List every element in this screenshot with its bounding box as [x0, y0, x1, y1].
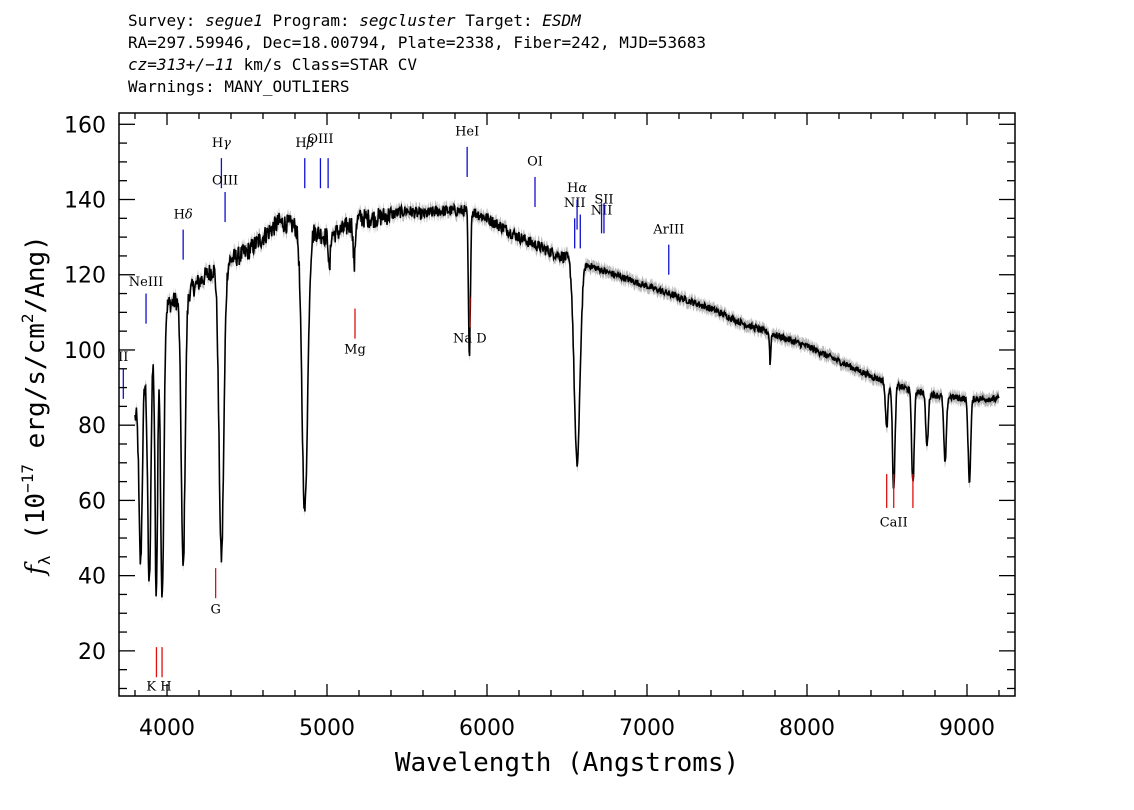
absorption-line-label: G — [210, 602, 220, 617]
survey-label: Survey: — [128, 11, 196, 30]
emission-line-label: OIII — [212, 173, 238, 188]
x-tick-label: 5000 — [299, 716, 355, 741]
emission-line-label: NII — [591, 204, 613, 219]
y-tick-label: 60 — [78, 489, 106, 514]
axis-tick-labels: 4000 5000 6000 7000 8000 9000 20 40 60 80 100 120 14… — [64, 113, 995, 741]
emission-line-label: Hβ — [295, 136, 314, 151]
line-markers: HγOIIIHδHβOIIIHeIOINIIHαNIISIIArIIINeIII… — [118, 125, 914, 694]
spectrum-line — [134, 202, 1000, 598]
emission-line-label: NeIII — [129, 275, 163, 290]
coordinates-line: RA=297.59946, Dec=18.00794, Plate=2338, … — [128, 33, 706, 52]
redshift-line: cz=313+/−11 km/s Class=STAR CV — [128, 54, 706, 76]
x-tick-label: 7000 — [619, 716, 675, 741]
warnings-line: Warnings: MANY_OUTLIERS — [128, 77, 350, 96]
emission-line-label: SII — [594, 192, 613, 207]
survey-line: Survey: segue1 Program: segcluster Targe… — [128, 10, 706, 32]
absorption-line-label: K H — [146, 679, 171, 694]
x-tick-label: 4000 — [139, 716, 195, 741]
class-text: km/s Class=STAR CV — [233, 55, 417, 74]
emission-line-label: OI — [527, 155, 543, 170]
y-tick-label: 140 — [64, 189, 106, 214]
spectrum-series — [134, 202, 1000, 598]
program-value: segcluster — [359, 11, 456, 30]
y-axis-title: fλ (10−17 erg/s/cm2/Ang) — [18, 235, 54, 577]
y-tick-label: 20 — [78, 640, 106, 665]
target-label: Target: — [465, 11, 533, 30]
spectrum-header: Survey: segue1 Program: segcluster Targe… — [128, 10, 706, 98]
emission-line-label: NII — [564, 196, 586, 211]
y-tick-label: 100 — [64, 339, 106, 364]
y-tick-label: 120 — [64, 264, 106, 289]
emission-line-label: II — [118, 350, 128, 365]
x-tick-label: 9000 — [939, 716, 995, 741]
plot-frame — [118, 112, 1016, 697]
error-band — [135, 199, 999, 604]
emission-line-label: Hδ — [174, 207, 193, 222]
y-tick-label: 80 — [78, 414, 106, 439]
absorption-line-label: CaII — [880, 516, 908, 531]
x-axis-title: Wavelength (Angstroms) — [395, 748, 739, 778]
absorption-line-label: Na D — [453, 331, 487, 346]
redshift-value: cz=313+/−11 — [128, 55, 234, 74]
absorption-line-label: Mg — [344, 343, 366, 358]
y-tick-label: 160 — [64, 113, 106, 138]
x-tick-label: 6000 — [459, 716, 515, 741]
target-value: ESDM — [542, 11, 581, 30]
y-tick-label: 40 — [78, 565, 106, 590]
emission-line-label: Hα — [567, 181, 587, 196]
error-band-area — [135, 199, 999, 604]
x-tick-label: 8000 — [779, 716, 835, 741]
emission-line-label: Hγ — [212, 136, 231, 151]
emission-line-label: HeI — [455, 125, 479, 140]
emission-line-label: ArIII — [652, 222, 684, 237]
program-label: Program: — [272, 11, 350, 30]
emission-line-label: OIII — [307, 132, 333, 147]
axis-ticks — [119, 113, 1015, 696]
survey-value: segue1 — [205, 11, 263, 30]
